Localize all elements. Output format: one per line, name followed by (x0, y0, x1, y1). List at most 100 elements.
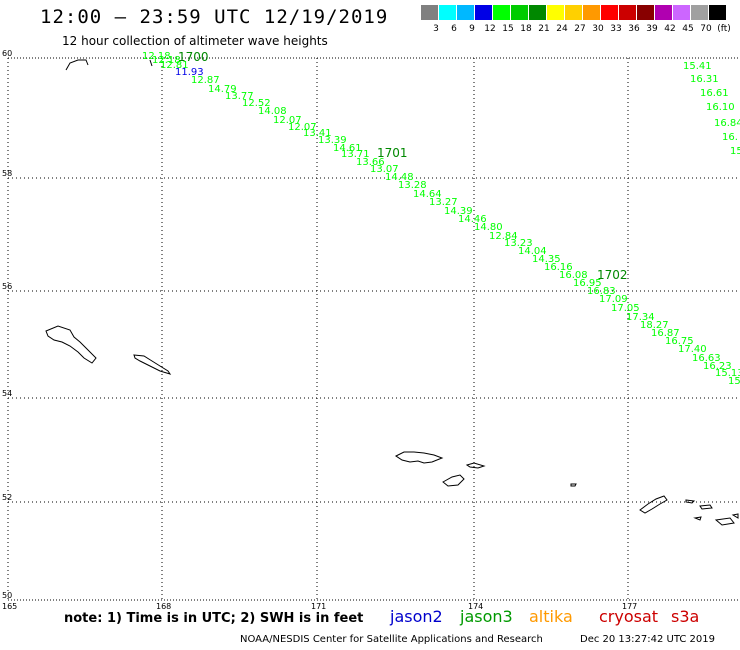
wave-height-value: 13.71 (341, 149, 370, 160)
latitude-label: 56 (2, 282, 12, 291)
scale-label: 27 (574, 24, 586, 34)
wave-height-value: 13.23 (504, 238, 533, 249)
graticule: 60 58 56 54 52 50 165 168 171 174 177 (2, 49, 740, 611)
scale-swatch (529, 5, 546, 20)
wave-height-value: 15 (728, 376, 740, 387)
wave-height-value: 13.77 (225, 91, 254, 102)
credit-line: NOAA/NESDIS Center for Satellite Applica… (240, 634, 543, 645)
latitude-label: 52 (2, 493, 12, 502)
wave-height-value: 17.40 (678, 344, 707, 355)
longitude-label: 168 (156, 602, 171, 611)
scale-swatch (637, 5, 654, 20)
wave-height-value: 16.87 (651, 328, 680, 339)
longitude-label: 165 (2, 602, 17, 611)
buldir-island (570, 483, 577, 487)
longitude-label: 177 (622, 602, 637, 611)
coastline-top-small (149, 59, 153, 67)
wave-height-value: 14.48 (385, 172, 414, 183)
wave-height-labels: 12.1812.1812.8111.9312.8714.7913.7712.52… (142, 50, 740, 387)
wave-height-value: 16.83 (587, 286, 616, 297)
scale-label: 30 (592, 24, 604, 34)
agattu-island (442, 474, 465, 487)
scale-label: 6 (451, 24, 457, 34)
wave-height-value: 14.61 (333, 143, 362, 154)
wave-height-value: 16.31 (690, 74, 719, 85)
attu-island (395, 451, 444, 464)
wave-height-value: 15.13 (715, 368, 740, 379)
wave-height-value: 16.61 (700, 88, 729, 99)
wave-height-value: 14.79 (208, 84, 237, 95)
wave-height-value: 13.07 (370, 164, 399, 175)
wave-height-value: 12.18 (152, 55, 181, 66)
wave-height-value: 16.95 (573, 278, 602, 289)
legend-s3a: s3a (671, 607, 700, 626)
rat-islands-d (693, 516, 702, 521)
legend-altika: altika (529, 607, 573, 626)
wave-height-value: 12.84 (489, 231, 518, 242)
scale-swatch (583, 5, 600, 20)
coastline-top-left (65, 59, 89, 71)
wave-height-value: 18.27 (640, 320, 669, 331)
scale-label: 33 (610, 24, 622, 34)
color-scale-legend: 3 6 9 12 15 18 21 24 27 30 33 36 39 42 45 70 (ft) (421, 5, 731, 35)
wave-height-value: 17.34 (626, 312, 655, 323)
pass-time-label: 1700 (178, 50, 209, 64)
wave-height-value: 16. (722, 132, 738, 143)
pass-time-label: 1701 (377, 146, 408, 160)
longitude-label: 174 (468, 602, 483, 611)
footer-note: note: 1) Time is in UTC; 2) SWH is in fe… (64, 611, 364, 626)
scale-swatch (655, 5, 672, 20)
wave-height-value: 12.52 (242, 98, 271, 109)
wave-height-value: 13.28 (398, 180, 427, 191)
scale-swatch (457, 5, 474, 20)
latitude-label: 58 (2, 169, 12, 178)
latitude-label: 50 (2, 591, 12, 600)
wave-height-value: 13.39 (318, 135, 347, 146)
legend-cryosat: cryosat (599, 607, 659, 626)
wave-height-value: 16.84 (714, 118, 740, 129)
scale-label: 21 (538, 24, 550, 34)
kiska-island (639, 495, 668, 514)
wave-height-value: 16.23 (703, 361, 732, 372)
commander-island-bering (45, 325, 97, 364)
semichi-islands (465, 462, 486, 469)
rat-islands-e (731, 513, 739, 519)
wave-height-value: 13.41 (303, 128, 332, 139)
wave-height-value: 12.81 (160, 60, 189, 71)
scale-swatch (511, 5, 528, 20)
wave-height-value: 16.10 (706, 102, 735, 113)
rat-islands-b (699, 504, 713, 510)
wave-height-value: 12.18 (142, 51, 171, 62)
wave-height-value: 13.27 (429, 197, 458, 208)
legend-jason3: jason3 (460, 607, 513, 626)
wave-height-value: 14.04 (518, 246, 547, 257)
wave-height-value: 14.39 (444, 206, 473, 217)
wave-height-value: 14.46 (458, 214, 487, 225)
scale-swatch (601, 5, 618, 20)
scale-swatch (421, 5, 438, 20)
wave-height-value: 16.08 (559, 270, 588, 281)
wave-height-value: 13.66 (356, 157, 385, 168)
wave-height-value: 17.09 (599, 294, 628, 305)
latitude-label: 54 (2, 389, 12, 398)
scale-label: 18 (520, 24, 532, 34)
rat-islands-c (714, 517, 735, 526)
scale-swatch (673, 5, 690, 20)
scale-swatch (547, 5, 564, 20)
wave-height-value: 12.87 (191, 75, 220, 86)
wave-height-value: 15.41 (683, 61, 712, 72)
scale-swatch (709, 5, 726, 20)
wave-height-value: 16.63 (692, 353, 721, 364)
scale-label: (ft) (717, 24, 731, 34)
scale-label: 42 (664, 24, 676, 34)
longitude-label: 171 (311, 602, 326, 611)
scale-swatch (475, 5, 492, 20)
page-title: 12:00 – 23:59 UTC 12/19/2019 (40, 6, 389, 28)
wave-height-value: 12.07 (288, 122, 317, 133)
wave-height-value: 14.64 (413, 189, 442, 200)
wave-height-value: 16.16 (544, 262, 573, 273)
scale-swatch (493, 5, 510, 20)
wave-height-value: 16.75 (665, 336, 694, 347)
coastlines (45, 59, 739, 526)
legend-jason2: jason2 (390, 607, 443, 626)
